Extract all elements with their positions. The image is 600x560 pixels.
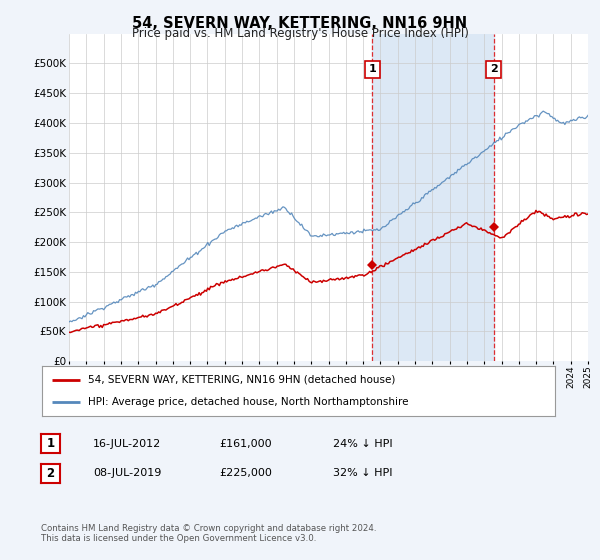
- Text: 54, SEVERN WAY, KETTERING, NN16 9HN (detached house): 54, SEVERN WAY, KETTERING, NN16 9HN (det…: [88, 375, 395, 385]
- Text: 54, SEVERN WAY, KETTERING, NN16 9HN: 54, SEVERN WAY, KETTERING, NN16 9HN: [133, 16, 467, 31]
- Text: 2: 2: [46, 466, 55, 480]
- Text: 08-JUL-2019: 08-JUL-2019: [93, 468, 161, 478]
- Text: 32% ↓ HPI: 32% ↓ HPI: [333, 468, 392, 478]
- Text: Price paid vs. HM Land Registry's House Price Index (HPI): Price paid vs. HM Land Registry's House …: [131, 27, 469, 40]
- Text: HPI: Average price, detached house, North Northamptonshire: HPI: Average price, detached house, Nort…: [88, 397, 409, 407]
- Text: 1: 1: [368, 64, 376, 74]
- Text: £161,000: £161,000: [219, 438, 272, 449]
- Text: 24% ↓ HPI: 24% ↓ HPI: [333, 438, 392, 449]
- Text: 1: 1: [46, 437, 55, 450]
- Text: £225,000: £225,000: [219, 468, 272, 478]
- Text: 2: 2: [490, 64, 497, 74]
- Text: 16-JUL-2012: 16-JUL-2012: [93, 438, 161, 449]
- Bar: [373, 34, 494, 361]
- Text: Contains HM Land Registry data © Crown copyright and database right 2024.
This d: Contains HM Land Registry data © Crown c…: [41, 524, 376, 543]
